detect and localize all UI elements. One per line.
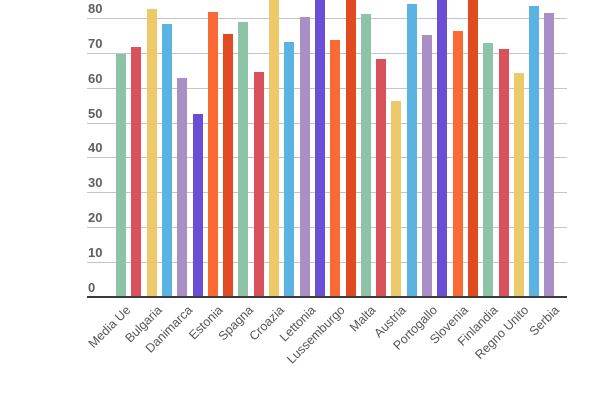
- bar: [177, 78, 187, 296]
- bar: [483, 43, 493, 296]
- bar: [453, 31, 463, 296]
- bar: [315, 0, 325, 296]
- bar: [514, 73, 524, 296]
- gridline: [87, 53, 567, 54]
- gridline: [87, 192, 567, 193]
- gridline: [87, 262, 567, 263]
- gridline: [87, 18, 567, 19]
- gridline: [87, 88, 567, 89]
- y-tick-label: 80: [88, 1, 103, 16]
- bar: [284, 42, 294, 296]
- x-axis-line: [87, 296, 567, 298]
- bar: [116, 54, 126, 296]
- bar: [391, 101, 401, 296]
- bar: [254, 72, 264, 296]
- y-tick-label: 10: [88, 245, 103, 260]
- bar: [499, 49, 509, 296]
- y-tick-label: 20: [88, 210, 103, 225]
- bar: [346, 0, 356, 296]
- bar: [407, 4, 417, 296]
- y-tick-label: 60: [88, 71, 103, 86]
- y-tick-label: 0: [88, 280, 96, 295]
- y-tick-label: 40: [88, 140, 103, 155]
- bar: [361, 14, 371, 296]
- bar: [376, 59, 386, 296]
- bar: [300, 17, 310, 296]
- y-tick-label: 30: [88, 175, 103, 190]
- gridline: [87, 157, 567, 158]
- bar: [223, 34, 233, 296]
- bar: [208, 12, 218, 296]
- bar: [330, 40, 340, 296]
- bar: [131, 47, 141, 296]
- bar: [437, 0, 447, 296]
- bar: [147, 9, 157, 296]
- bar: [422, 35, 432, 296]
- bar: [269, 0, 279, 296]
- bar: [529, 6, 539, 296]
- y-tick-label: 70: [88, 36, 103, 51]
- bar: [544, 13, 554, 296]
- bar: [238, 22, 248, 296]
- y-tick-label: 50: [88, 106, 103, 121]
- gridline: [87, 227, 567, 228]
- bar: [162, 24, 172, 296]
- gridline: [87, 123, 567, 124]
- x-tick-label: Serbia: [526, 303, 563, 339]
- bar: [193, 114, 203, 296]
- bar: [468, 0, 478, 296]
- x-tick-label: Media Ue: [85, 303, 134, 351]
